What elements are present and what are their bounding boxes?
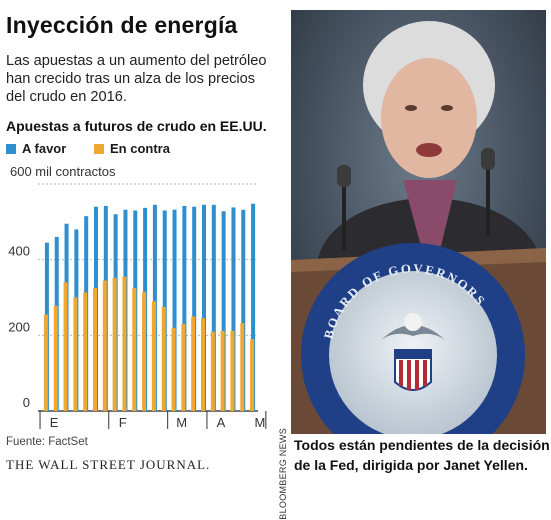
subhead: Las apuestas a un aumento del petróleo h…: [6, 53, 267, 105]
y-tick-label: 400: [8, 244, 30, 259]
microphone-icon-right: [481, 148, 495, 170]
legend-item-a-favor: A favor: [6, 141, 66, 156]
photo-credit: BLOOMBERG NEWS: [278, 428, 288, 520]
bar-a-favor: [172, 209, 177, 411]
face: [381, 58, 477, 178]
bar-a-favor: [221, 211, 226, 411]
bar-en-contra: [240, 323, 245, 411]
eagle-head: [404, 313, 422, 331]
y-tick-label: 0: [23, 395, 30, 410]
legend-label-en-contra: En contra: [110, 141, 170, 156]
shield-chief: [395, 350, 431, 359]
microphone-stand: [342, 170, 346, 250]
bar-en-contra: [102, 280, 107, 411]
right-eye: [441, 105, 453, 111]
legend-swatch-blue: [6, 144, 16, 154]
bar-en-contra: [132, 288, 137, 411]
photo-caption: Todos están pendientes de la decisión de…: [294, 437, 550, 473]
bar-en-contra: [191, 316, 196, 411]
bar-en-contra: [201, 318, 205, 411]
bar-en-contra: [93, 288, 97, 411]
bar-en-contra: [112, 277, 117, 411]
bar-en-contra: [210, 331, 215, 411]
microphone-stand-right: [486, 156, 490, 236]
bar-en-contra: [250, 339, 255, 411]
shield-stripe: [407, 360, 411, 390]
publication-name: THE WALL STREET JOURNAL.: [6, 457, 211, 472]
bar-en-contra: [171, 327, 176, 411]
bar-a-favor: [251, 203, 256, 411]
bar-en-contra: [181, 323, 186, 411]
source-note: Fuente: FactSet: [6, 436, 88, 448]
legend-swatch-orange: [94, 144, 104, 154]
bar-a-favor: [241, 209, 246, 411]
legend-item-en-contra: En contra: [94, 141, 170, 156]
bar-en-contra: [151, 301, 156, 411]
x-tick-label: E: [50, 415, 59, 430]
bar-a-favor: [182, 205, 187, 411]
bar-a-favor: [231, 207, 236, 411]
legend-label-a-favor: A favor: [22, 141, 67, 156]
eagle-wings: [381, 325, 445, 340]
bar-en-contra: [43, 314, 48, 411]
bar-en-contra: [63, 282, 68, 411]
shield-stripe: [399, 360, 403, 386]
photo-illustration: BOARD OF GOVERNORS: [291, 10, 546, 434]
bar-a-favor: [192, 206, 197, 411]
scarf: [403, 180, 457, 246]
y-axis-label: 600 mil contractos: [10, 164, 116, 179]
bar-en-contra: [142, 291, 147, 411]
photo-janet-yellen: BOARD OF GOVERNORS: [291, 10, 546, 434]
microphone-icon: [337, 165, 351, 187]
left-eye: [405, 105, 417, 111]
bar-en-contra: [53, 305, 58, 411]
bar-en-contra: [73, 297, 78, 411]
bar-a-favor: [202, 204, 206, 411]
y-tick-label: 200: [8, 319, 30, 334]
x-tick-label: A: [217, 415, 226, 430]
chart-title: Apuestas a futuros de crudo en EE.UU.: [6, 118, 267, 134]
shield-stripe: [423, 360, 427, 386]
x-tick-label: F: [119, 415, 127, 430]
bar-en-contra: [83, 292, 88, 411]
headline: Inyección de energía: [6, 12, 238, 38]
x-tick-label: M: [176, 415, 187, 430]
left-column: Inyección de energía Las apuestas a un a…: [0, 0, 285, 480]
bar-en-contra: [230, 330, 235, 411]
mouth: [416, 143, 442, 157]
bar-en-contra: [161, 306, 166, 411]
bar-chart: 600 mil contractos 0 200 400 E F M A M: [8, 164, 267, 430]
bar-en-contra: [122, 276, 127, 411]
shield-stripe: [415, 360, 419, 390]
bar-en-contra: [220, 330, 225, 411]
x-tick-label: M: [255, 415, 266, 430]
bar-a-favor: [211, 204, 216, 411]
